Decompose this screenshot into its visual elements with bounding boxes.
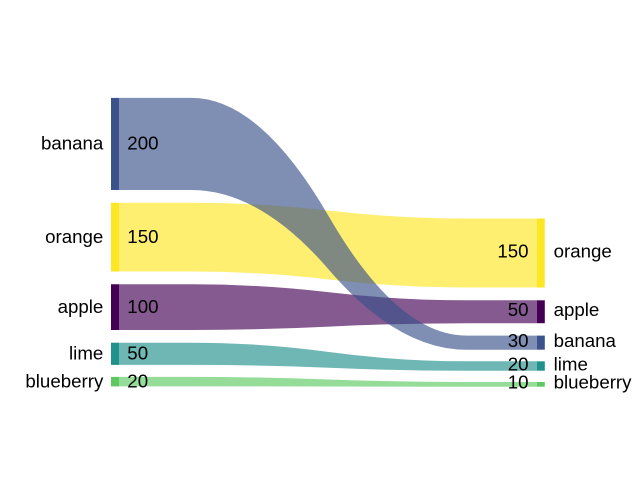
- svg-text:50: 50: [127, 343, 148, 364]
- svg-text:100: 100: [127, 296, 158, 317]
- svg-text:20: 20: [508, 353, 529, 374]
- svg-text:lime: lime: [554, 353, 588, 374]
- svg-text:banana: banana: [554, 330, 617, 351]
- svg-text:blueberry: blueberry: [25, 370, 104, 391]
- svg-text:lime: lime: [69, 343, 103, 364]
- svg-text:blueberry: blueberry: [554, 372, 633, 393]
- svg-text:30: 30: [508, 330, 529, 351]
- svg-text:orange: orange: [45, 226, 103, 247]
- svg-text:10: 10: [508, 372, 529, 393]
- svg-text:apple: apple: [58, 296, 104, 317]
- svg-text:150: 150: [497, 240, 528, 261]
- svg-text:150: 150: [127, 226, 158, 247]
- svg-text:200: 200: [127, 133, 158, 154]
- svg-text:20: 20: [127, 370, 148, 391]
- svg-text:orange: orange: [554, 240, 612, 261]
- svg-text:50: 50: [508, 299, 529, 320]
- svg-text:apple: apple: [554, 299, 600, 320]
- svg-text:banana: banana: [41, 133, 104, 154]
